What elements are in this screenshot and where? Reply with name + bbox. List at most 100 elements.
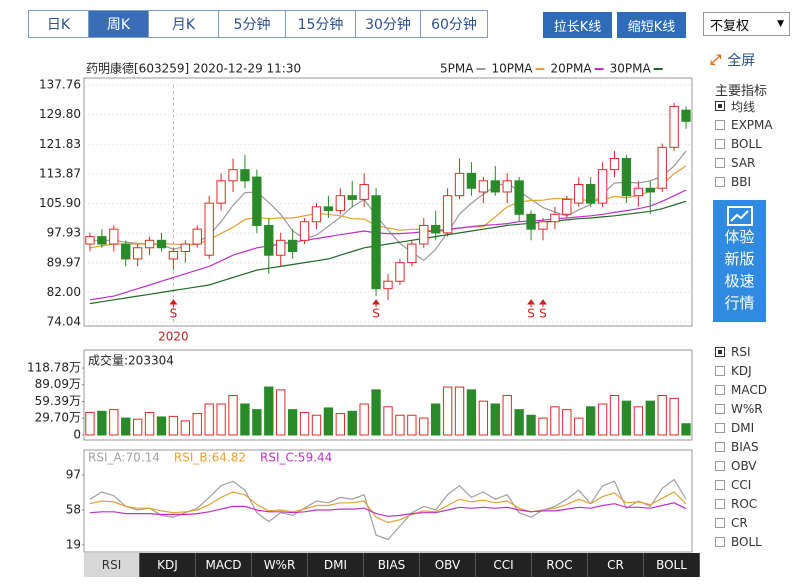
chart-title: 药明康德[603259] 2020-12-29 11:30 (86, 61, 301, 76)
toolbar-button[interactable]: 拉长K线 (543, 12, 612, 38)
checkbox[interactable] (715, 480, 725, 490)
volume-bar (216, 403, 226, 436)
checkbox[interactable] (715, 537, 725, 547)
indicator-tab[interactable]: W%R (252, 553, 308, 577)
period-tab[interactable]: 5分钟 (218, 10, 286, 38)
signal-arrow (169, 299, 178, 307)
period-tab[interactable]: 15分钟 (285, 10, 356, 38)
indicator-option[interactable]: OBV (715, 458, 757, 474)
candle-body (681, 109, 691, 122)
period-tab[interactable]: 周K (88, 10, 149, 38)
checkbox-label: BIAS (731, 440, 759, 454)
volume-bar (335, 413, 345, 436)
checkbox-label: BOLL (731, 535, 762, 549)
candle-body (574, 184, 584, 204)
indicator-option[interactable]: MACD (715, 382, 767, 398)
indicator-tab[interactable]: DMI (308, 553, 364, 577)
candle-body (371, 195, 381, 290)
candle-body (311, 206, 322, 223)
signal-arrow (538, 299, 547, 307)
y-tick-label: 113.87 (39, 166, 81, 180)
checkbox[interactable] (715, 347, 725, 357)
indicator-tab[interactable]: KDJ (140, 553, 196, 577)
volume-bar (287, 409, 298, 436)
y-tick-label: 137.76 (39, 78, 81, 92)
toolbar-button[interactable]: 缩短K线 (617, 12, 686, 38)
candle-body (85, 236, 95, 245)
candle-body (228, 169, 238, 182)
checkbox[interactable] (715, 404, 725, 414)
period-tab[interactable]: 月K (148, 10, 219, 38)
overlay-option[interactable]: SAR (715, 155, 755, 171)
indicator-tab[interactable]: CCI (476, 553, 532, 577)
checkbox[interactable] (715, 442, 725, 452)
indicator-option[interactable]: DMI (715, 420, 754, 436)
adjust-select[interactable]: 不复权 ▼ (703, 12, 790, 36)
checkbox-label: CR (731, 516, 748, 530)
fullscreen-text: 全屏 (727, 53, 756, 69)
checkbox[interactable] (715, 177, 725, 187)
period-tab[interactable]: 60分钟 (420, 10, 488, 38)
indicator-option[interactable]: KDJ (715, 363, 752, 379)
series-line (89, 200, 687, 305)
indicator-tab[interactable]: ROC (532, 553, 588, 577)
volume-bar (478, 400, 489, 436)
volume-bar (407, 414, 417, 436)
indicator-tab[interactable]: RSI (84, 553, 140, 577)
candle-body (550, 213, 560, 223)
checkbox[interactable] (715, 385, 725, 395)
candle-body (502, 180, 512, 193)
indicator-option[interactable]: CCI (715, 477, 751, 493)
volume-bar (526, 414, 536, 436)
candle-body (109, 228, 119, 245)
candle-body (431, 224, 441, 234)
panel-frame (83, 77, 693, 327)
indicator-option[interactable]: BOLL (715, 534, 762, 550)
candle-body (168, 250, 179, 260)
volume-bar (514, 409, 524, 436)
checkbox[interactable] (715, 101, 725, 111)
checkbox[interactable] (715, 120, 725, 130)
candle-body (335, 195, 345, 212)
indicator-option[interactable]: W%R (715, 401, 763, 417)
period-tab[interactable]: 30分钟 (355, 10, 421, 38)
overlay-option[interactable]: 均线 (715, 98, 755, 114)
period-tab[interactable]: 日K (28, 10, 89, 38)
indicator-tab[interactable]: BOLL (644, 553, 700, 577)
checkbox[interactable] (715, 366, 725, 376)
candle-body (192, 228, 202, 245)
indicator-option[interactable]: BIAS (715, 439, 759, 455)
volume-bar (180, 420, 191, 436)
y-tick-label: 0 (73, 428, 81, 442)
indicator-tab[interactable]: BIAS (364, 553, 420, 577)
checkbox[interactable] (715, 499, 725, 509)
overlay-option[interactable]: BBI (715, 174, 751, 190)
indicator-option[interactable]: ROC (715, 496, 757, 512)
overlay-option[interactable]: EXPMA (715, 117, 773, 133)
overlay-option[interactable]: BOLL (715, 136, 762, 152)
checkbox[interactable] (715, 518, 725, 528)
indicator-option[interactable]: CR (715, 515, 748, 531)
x-tick-label: 2020 (158, 330, 189, 344)
candle-body (180, 243, 191, 252)
promo[interactable]: 体验 新版 极速 行情 (713, 200, 766, 322)
volume-bar (633, 406, 644, 436)
indicator-option[interactable]: RSI (715, 344, 751, 360)
checkbox[interactable] (715, 139, 725, 149)
indicator-tab[interactable]: OBV (420, 553, 476, 577)
checkbox[interactable] (715, 158, 725, 168)
adjust-text: 不复权 (710, 18, 750, 34)
checkbox[interactable] (715, 423, 725, 433)
volume-bar (192, 413, 202, 436)
checkbox[interactable] (715, 461, 725, 471)
volume-bar (276, 389, 286, 436)
volume-bar (466, 389, 477, 436)
fullscreen[interactable]: ⤢ 全屏 (710, 50, 755, 70)
indicator-tab[interactable]: CR (588, 553, 644, 577)
indicator-tab[interactable]: MACD (196, 553, 252, 577)
volume-bar (431, 403, 441, 436)
volume-bar (156, 416, 167, 436)
promo-text: 新版 (724, 250, 755, 268)
volume-title: 成交量:203304 (88, 353, 174, 368)
signal-label: S (170, 307, 178, 321)
